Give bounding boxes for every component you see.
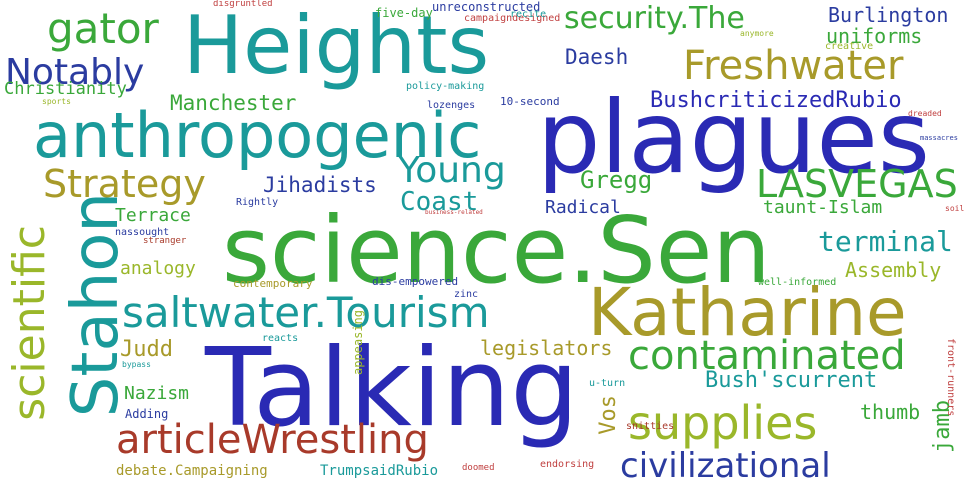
- word-jihadists: Jihadists: [263, 173, 377, 197]
- word-taunt-islam: taunt-Islam: [763, 197, 883, 218]
- word-trump-said-rubio: TrumpsaidRubio: [320, 463, 439, 479]
- word-five-day: five-day: [375, 6, 433, 20]
- word-plagues: plagues: [537, 79, 931, 196]
- word-bush-criticized-rubio: BushcriticizedRubio: [650, 88, 902, 113]
- word-manchester: Manchester: [170, 91, 297, 115]
- word-front-runners: front-runners: [945, 338, 956, 417]
- word-zinc: zinc: [454, 289, 479, 300]
- word-vos: Vos: [596, 395, 621, 435]
- word-heights: Heights: [183, 0, 490, 92]
- word-supplies: supplies: [628, 396, 818, 450]
- word-ten-second: 10-second: [500, 95, 560, 108]
- word-anthropogenic: anthropogenic: [33, 99, 482, 172]
- word-doomed: doomed: [462, 463, 495, 473]
- word-bush-scurrent: Bush'scurrent: [705, 368, 878, 393]
- word-terrace: Terrace: [115, 205, 191, 226]
- word-rightly: Rightly: [236, 197, 279, 208]
- word-gregg: Gregg: [580, 166, 653, 194]
- word-security-the: security.The: [564, 1, 745, 36]
- word-science-sen: science.Sen: [222, 197, 771, 304]
- word-creative: creative: [825, 41, 874, 52]
- word-contemporary: contemporary: [233, 277, 313, 290]
- word-adding: Adding: [125, 407, 169, 421]
- word-anymore: anymore: [740, 29, 774, 38]
- word-nassought: nassought: [115, 227, 170, 238]
- word-reacts: reacts: [262, 333, 299, 344]
- word-stranger: stranger: [143, 236, 187, 246]
- word-contaminated: contaminated: [628, 333, 906, 379]
- word-assembly: Assembly: [845, 258, 942, 282]
- word-unreconstructed: unreconstructed: [432, 0, 541, 14]
- word-policy-making: policy-making: [406, 81, 485, 92]
- word-campaign-designed: campaigndesigned: [464, 13, 561, 24]
- word-sports: sports: [42, 97, 71, 106]
- word-soil: soil: [945, 204, 965, 213]
- word-massacres: massacres: [920, 134, 958, 142]
- word-young: Young: [398, 150, 506, 191]
- word-endorsing: endorsing: [540, 459, 595, 470]
- word-saltwater-tourism: saltwater.Tourism: [122, 288, 490, 337]
- word-coast: Coast: [400, 187, 479, 217]
- word-disgruntled: disgruntled: [213, 0, 273, 9]
- word-debate-campaigning: debate.Campaigning: [116, 463, 268, 479]
- word-freshwater: Freshwater: [683, 43, 904, 89]
- word-daesh: Daesh: [565, 45, 629, 69]
- word-judd: Judd: [120, 337, 173, 362]
- word-lozenges: lozenges: [427, 100, 476, 111]
- word-nazism: Nazism: [124, 383, 190, 404]
- word-thumb: thumb: [860, 400, 921, 424]
- word-legislators: legislators: [480, 336, 613, 360]
- word-snitties: snitties: [626, 421, 675, 432]
- word-well-informed: well-informed: [758, 277, 837, 288]
- word-scientific: scientific: [4, 225, 55, 421]
- word-strategy: Strategy: [43, 162, 206, 206]
- word-dis-empowered: dis-empowered: [372, 275, 459, 288]
- word-analogy: analogy: [120, 258, 196, 279]
- word-talking: Talking: [205, 326, 579, 451]
- word-recite: recite: [510, 9, 547, 20]
- word-gator: gator: [47, 4, 159, 53]
- word-dreaded: dreaded: [908, 109, 942, 118]
- word-radical: Radical: [545, 197, 621, 218]
- word-katharine: Katharine: [588, 274, 907, 351]
- word-notably: Notably: [5, 52, 145, 93]
- word-las-vegas: LASVEGAS: [756, 162, 958, 206]
- word-uniforms: uniforms: [826, 24, 923, 48]
- word-business-related: business-related: [425, 209, 483, 216]
- word-appeasing: appeasing: [351, 310, 365, 376]
- word-christianity: Christianity: [4, 79, 127, 99]
- word-burlington: Burlington: [828, 3, 949, 27]
- word-terminal: terminal: [818, 225, 953, 258]
- word-article-wrestling: articleWrestling: [116, 417, 429, 463]
- word-u-turn: u-turn: [589, 378, 626, 389]
- word-civilizational: civilizational: [620, 446, 831, 486]
- word-bypass: bypass: [122, 360, 151, 369]
